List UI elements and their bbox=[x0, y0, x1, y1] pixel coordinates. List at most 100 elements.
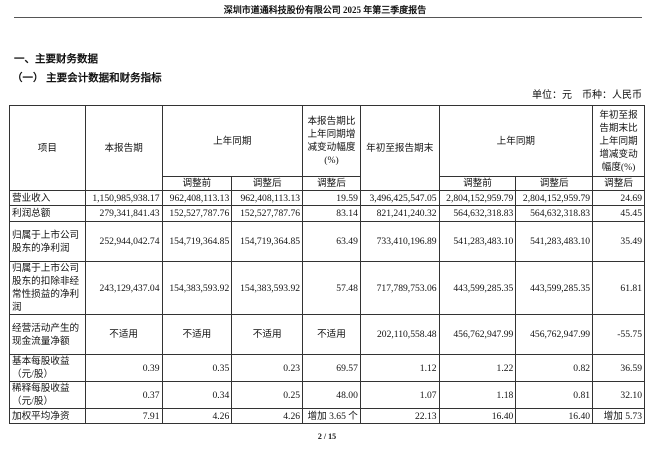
cell-value: 541,283,483.10 bbox=[515, 221, 594, 262]
cell-value: 增加 3.65 个 bbox=[302, 408, 361, 424]
cell-value: 7.91 bbox=[84, 408, 163, 424]
cell-value: 152,527,787.76 bbox=[161, 205, 233, 222]
row-label: 归属于上市公司股东的净利润 bbox=[9, 221, 86, 262]
row-label: 归属于上市公司股东的扣除非经常性损益的净利润 bbox=[9, 261, 86, 315]
cell-value: 2,804,152,959.79 bbox=[515, 190, 594, 206]
header-change: 本报告期比上年同期增减变动幅度(%) bbox=[302, 105, 361, 177]
unit-label: 单位：元 币种：人民币 bbox=[532, 90, 642, 101]
table-row: 加权平均净资 7.91 4.26 4.26 增加 3.65 个 22.13 16.40 16.… bbox=[9, 408, 645, 424]
cell-value: 4.26 bbox=[231, 408, 304, 424]
cell-value: 962,408,113.13 bbox=[161, 190, 233, 206]
cell-value: 35.49 bbox=[592, 221, 645, 262]
cell-value: 22.13 bbox=[359, 408, 440, 424]
cell-value: 443,599,285.35 bbox=[515, 261, 594, 315]
cell-value: 443,599,285.35 bbox=[438, 261, 517, 315]
table-row: 稀释每股收益（元/股） 0.37 0.34 0.25 48.00 1.07 1.18 0.81… bbox=[9, 381, 645, 409]
cell-value: 不适用 bbox=[84, 314, 163, 355]
cell-value: 821,241,240.32 bbox=[359, 205, 440, 222]
cell-value: 154,383,593.92 bbox=[231, 261, 304, 315]
subheader-after: 调整后 bbox=[515, 176, 594, 191]
row-label: 经营活动产生的现金流量净额 bbox=[9, 314, 86, 355]
cell-value: 0.23 bbox=[231, 354, 304, 382]
cell-value: 16.40 bbox=[438, 408, 517, 424]
cell-value: 456,762,947.99 bbox=[438, 314, 517, 355]
cell-value: 0.37 bbox=[84, 381, 163, 409]
cell-value: 63.49 bbox=[302, 221, 361, 262]
financial-data-table: 项目 本报告期 上年同期 本报告期比上年同期增减变动幅度(%) 年初至报告期末 … bbox=[9, 105, 645, 424]
header-ytd-change: 年初至报告期末比上年同期增减变动幅度(%) bbox=[592, 105, 645, 177]
cell-value: 717,789,753.06 bbox=[359, 261, 440, 315]
cell-value: 16.40 bbox=[515, 408, 594, 424]
cell-value: 0.34 bbox=[161, 381, 233, 409]
cell-value: 不适用 bbox=[161, 314, 233, 355]
cell-value: 不适用 bbox=[231, 314, 304, 355]
subheader-after: 调整后 bbox=[592, 176, 645, 191]
cell-value: 0.35 bbox=[161, 354, 233, 382]
row-label: 基本每股收益（元/股） bbox=[9, 354, 86, 382]
cell-value: 45.45 bbox=[592, 205, 645, 222]
cell-value: 152,527,787.76 bbox=[231, 205, 304, 222]
cell-value: 不适用 bbox=[302, 314, 361, 355]
cell-value: 1.22 bbox=[438, 354, 517, 382]
cell-value: 154,383,593.92 bbox=[161, 261, 233, 315]
cell-value: 83.14 bbox=[302, 205, 361, 222]
cell-value: 0.25 bbox=[231, 381, 304, 409]
cell-value: 962,408,113.13 bbox=[231, 190, 304, 206]
subheader-after: 调整后 bbox=[302, 176, 361, 191]
cell-value: 1.18 bbox=[438, 381, 517, 409]
subheader-before: 调整前 bbox=[161, 176, 233, 191]
row-label: 利润总额 bbox=[9, 205, 86, 222]
section-title: 一、主要财务数据 bbox=[14, 54, 98, 65]
table-row: 基本每股收益（元/股） 0.39 0.35 0.23 69.57 1.12 1.22 0.82… bbox=[9, 354, 645, 382]
cell-value: 32.10 bbox=[592, 381, 645, 409]
cell-value: 61.81 bbox=[592, 261, 645, 315]
cell-value: -55.75 bbox=[592, 314, 645, 355]
cell-value: 456,762,947.99 bbox=[515, 314, 594, 355]
cell-value: 增加 5.73 bbox=[592, 408, 645, 424]
header-ytd-prior: 上年同期 bbox=[438, 105, 594, 177]
table-row: 归属于上市公司股东的净利润 252,944,042.74 154,719,364.8… bbox=[9, 221, 645, 262]
header-ytd: 年初至报告期末 bbox=[359, 105, 440, 191]
cell-value: 252,944,042.74 bbox=[84, 221, 163, 262]
table-container: 项目 本报告期 上年同期 本报告期比上年同期增减变动幅度(%) 年初至报告期末 … bbox=[9, 105, 645, 442]
cell-value: 24.69 bbox=[592, 190, 645, 206]
header-prior: 上年同期 bbox=[161, 105, 304, 177]
cell-value: 1,150,985,938.17 bbox=[84, 190, 163, 206]
cell-value: 0.39 bbox=[84, 354, 163, 382]
cell-value: 3,496,425,547.05 bbox=[359, 190, 440, 206]
cell-value: 154,719,364.85 bbox=[231, 221, 304, 262]
cell-value: 48.00 bbox=[302, 381, 361, 409]
cell-value: 4.26 bbox=[161, 408, 233, 424]
report-header: 深圳市道通科技股份有限公司 2025 年第三季度报告 bbox=[223, 5, 427, 15]
table-row: 经营活动产生的现金流量净额 不适用 不适用 不适用 不适用 202,110,558.48 4… bbox=[9, 314, 645, 355]
cell-value: 202,110,558.48 bbox=[359, 314, 440, 355]
page-number: 2 / 15 bbox=[317, 432, 337, 441]
cell-value: 733,410,196.89 bbox=[359, 221, 440, 262]
header-current: 本报告期 bbox=[84, 105, 163, 191]
cell-value: 36.59 bbox=[592, 354, 645, 382]
cell-value: 69.57 bbox=[302, 354, 361, 382]
header-item: 项目 bbox=[9, 105, 86, 191]
cell-value: 57.48 bbox=[302, 261, 361, 315]
cell-value: 279,341,841.43 bbox=[84, 205, 163, 222]
subheader-after: 调整后 bbox=[231, 176, 304, 191]
cell-value: 0.81 bbox=[515, 381, 594, 409]
table-row: 归属于上市公司股东的扣除非经常性损益的净利润 243,129,437.04 154,… bbox=[9, 261, 645, 315]
cell-value: 243,129,437.04 bbox=[84, 261, 163, 315]
cell-value: 2,804,152,959.79 bbox=[438, 190, 517, 206]
cell-value: 0.82 bbox=[515, 354, 594, 382]
header-divider bbox=[14, 17, 642, 18]
cell-value: 564,632,318.83 bbox=[515, 205, 594, 222]
row-label: 稀释每股收益（元/股） bbox=[9, 381, 86, 409]
cell-value: 541,283,483.10 bbox=[438, 221, 517, 262]
subsection-title: （一） 主要会计数据和财务指标 bbox=[12, 73, 162, 84]
row-label: 加权平均净资 bbox=[9, 408, 86, 424]
cell-value: 564,632,318.83 bbox=[438, 205, 517, 222]
subheader-before: 调整前 bbox=[438, 176, 517, 191]
cell-value: 1.12 bbox=[359, 354, 440, 382]
table-row: 利润总额 279,341,841.43 152,527,787.76 152,527,… bbox=[9, 205, 645, 222]
cell-value: 19.59 bbox=[302, 190, 361, 206]
cell-value: 1.07 bbox=[359, 381, 440, 409]
row-label: 营业收入 bbox=[9, 190, 86, 206]
table-row: 营业收入 1,150,985,938.17 962,408,113.13 962,40… bbox=[9, 190, 645, 206]
